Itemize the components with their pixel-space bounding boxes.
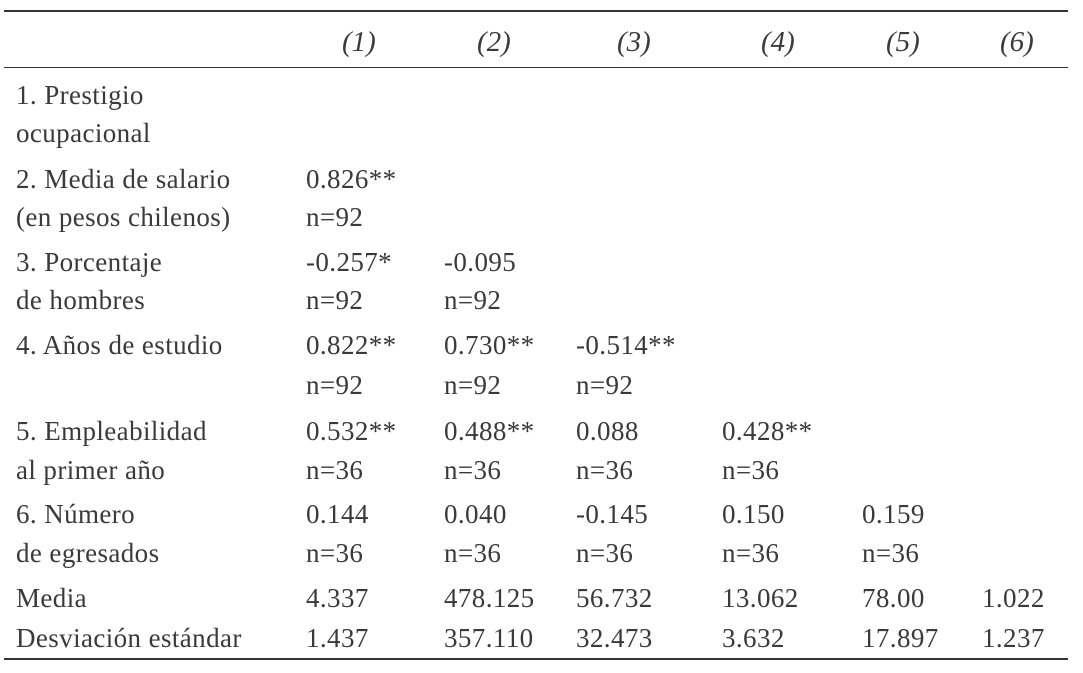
column-header-1: (1) xyxy=(342,26,376,58)
r6-c3-n: n=36 xyxy=(576,538,634,568)
row-6-label-line-1: 6. Número xyxy=(16,499,136,529)
r6-c5-n: n=36 xyxy=(862,538,920,568)
r5-c1-n: n=36 xyxy=(306,455,364,485)
media-c5: 78.00 xyxy=(862,583,925,613)
summary-label-media: Media xyxy=(16,583,87,613)
media-c4: 13.062 xyxy=(722,583,799,613)
top-rule xyxy=(4,10,1068,12)
r4-c3-n: n=92 xyxy=(576,370,634,400)
media-c1: 4.337 xyxy=(306,583,369,613)
media-c2: 478.125 xyxy=(444,583,535,613)
column-header-5: (5) xyxy=(886,26,920,58)
r6-c5-coef: 0.159 xyxy=(862,499,925,529)
sd-c1: 1.437 xyxy=(306,623,369,653)
media-c6: 1.022 xyxy=(982,583,1045,613)
media-c3: 56.732 xyxy=(576,583,653,613)
r6-c3-coef: -0.145 xyxy=(576,499,649,529)
r4-c1-n: n=92 xyxy=(306,370,364,400)
summary-label-sd: Desviación estándar xyxy=(16,623,242,653)
r5-c3-n: n=36 xyxy=(576,455,634,485)
row-4-label-line-1: 4. Años de estudio xyxy=(16,330,223,360)
sd-c3: 32.473 xyxy=(576,623,653,653)
r4-c2-n: n=92 xyxy=(444,370,502,400)
r4-c1-coef: 0.822** xyxy=(306,330,397,360)
bottom-rule xyxy=(4,658,1068,660)
sd-c5: 17.897 xyxy=(862,623,939,653)
r5-c1-coef: 0.532** xyxy=(306,416,397,446)
r6-c2-n: n=36 xyxy=(444,538,502,568)
r4-c2-coef: 0.730** xyxy=(444,330,535,360)
sd-c6: 1.237 xyxy=(982,623,1045,653)
r5-c2-n: n=36 xyxy=(444,455,502,485)
r3-c2-n: n=92 xyxy=(444,285,502,315)
r5-c2-coef: 0.488** xyxy=(444,416,535,446)
header-rule xyxy=(4,67,1068,68)
row-1-label-line-2: ocupacional xyxy=(16,118,151,148)
row-3-label-line-2: de hombres xyxy=(16,285,146,315)
row-5-label-line-2: al primer año xyxy=(16,455,166,485)
row-1-label-line-1: 1. Prestigio xyxy=(16,80,144,110)
r3-c1-coef: -0.257* xyxy=(306,247,393,277)
row-6-label-line-2: de egresados xyxy=(16,538,160,568)
r4-c3-coef: -0.514** xyxy=(576,330,676,360)
r5-c4-n: n=36 xyxy=(722,455,780,485)
sd-c4: 3.632 xyxy=(722,623,785,653)
r5-c4-coef: 0.428** xyxy=(722,416,813,446)
r6-c1-coef: 0.144 xyxy=(306,499,369,529)
row-2-label-line-2: (en pesos chilenos) xyxy=(16,202,231,232)
column-header-3: (3) xyxy=(617,26,651,58)
row-3-label-line-1: 3. Porcentaje xyxy=(16,247,163,277)
r6-c4-n: n=36 xyxy=(722,538,780,568)
r6-c1-n: n=36 xyxy=(306,538,364,568)
r2-c1-n: n=92 xyxy=(306,202,364,232)
r3-c1-n: n=92 xyxy=(306,285,364,315)
r3-c2-coef: -0.095 xyxy=(444,247,517,277)
r5-c3-coef: 0.088 xyxy=(576,416,639,446)
r6-c2-coef: 0.040 xyxy=(444,499,507,529)
row-5-label-line-1: 5. Empleabilidad xyxy=(16,416,207,446)
r6-c4-coef: 0.150 xyxy=(722,499,785,529)
column-header-4: (4) xyxy=(761,26,795,58)
column-header-2: (2) xyxy=(477,26,511,58)
column-header-6: (6) xyxy=(1000,26,1034,58)
row-2-label-line-1: 2. Media de salario xyxy=(16,164,231,194)
r2-c1-coef: 0.826** xyxy=(306,164,397,194)
sd-c2: 357.110 xyxy=(444,623,534,653)
